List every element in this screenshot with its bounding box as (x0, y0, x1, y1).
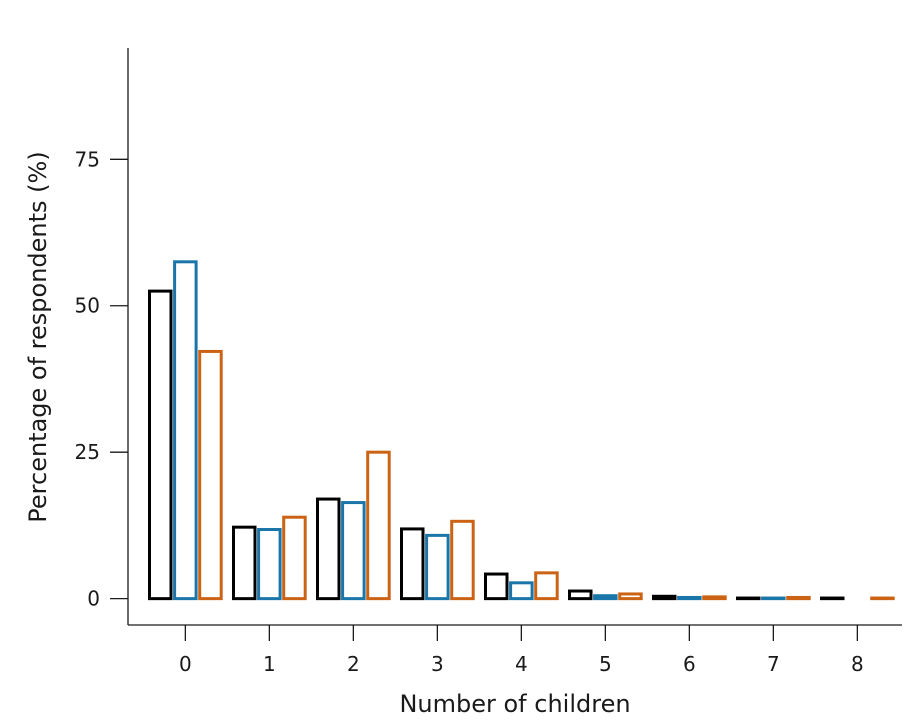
x-tick-label: 1 (263, 652, 276, 676)
bar-series-3-0 (198, 349, 223, 601)
y-tick-label: 0 (87, 587, 100, 611)
bar-series-1-3 (400, 527, 425, 601)
ticks: 0 25 50 75 0 1 2 3 4 5 6 7 8 (75, 147, 864, 676)
bar-series-2-0 (173, 260, 198, 601)
x-tick-label: 8 (851, 652, 864, 676)
bar-series-3-5 (618, 592, 643, 601)
bar-series-1-8 (820, 596, 845, 601)
y-tick-label: 75 (75, 147, 100, 171)
x-tick-label: 5 (599, 652, 612, 676)
x-axis-title: Number of children (399, 690, 630, 718)
bar-series-2-3 (425, 533, 450, 601)
bar-series-1-4 (484, 572, 509, 601)
x-tick-label: 6 (683, 652, 696, 676)
x-tick-label: 7 (767, 652, 780, 676)
y-axis-title: Percentage of respondents (%) (24, 151, 52, 522)
x-tick-label: 0 (179, 652, 192, 676)
x-tick-label: 4 (515, 652, 528, 676)
bar-series-3-4 (534, 571, 559, 601)
bar-series-2-6 (677, 595, 702, 601)
bar-series-1-2 (316, 497, 341, 601)
bar-series-3-3 (450, 519, 475, 601)
bar-series-2-1 (257, 528, 282, 601)
bar-series-2-2 (341, 501, 366, 601)
x-tick-label: 3 (431, 652, 444, 676)
bar-series-1-5 (568, 589, 593, 601)
bar-series-1-0 (148, 289, 173, 601)
y-tick-label: 50 (75, 294, 100, 318)
bar-series-2-4 (509, 581, 534, 601)
bar-series-3-6 (702, 595, 727, 601)
bar-series-3-1 (282, 515, 307, 601)
bar-series-3-2 (366, 450, 391, 601)
bar-series-1-1 (232, 525, 257, 601)
y-tick-label: 25 (75, 440, 100, 464)
bar-series-1-6 (652, 594, 677, 601)
bar-series-1-7 (736, 596, 761, 601)
bar-series-2-5 (593, 594, 618, 601)
bar-series-3-7 (786, 595, 811, 601)
x-tick-label: 2 (347, 652, 360, 676)
bar-series-3-8 (870, 596, 895, 601)
bars (148, 260, 895, 601)
bar-series-2-7 (761, 596, 786, 601)
axes (127, 48, 902, 626)
